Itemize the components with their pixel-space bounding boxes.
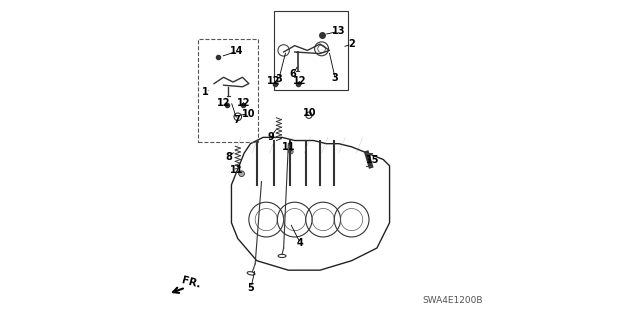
Text: 9: 9 bbox=[268, 132, 275, 142]
Text: 12: 12 bbox=[217, 98, 230, 108]
Text: 2: 2 bbox=[348, 39, 355, 49]
Text: 11: 11 bbox=[282, 143, 296, 152]
Text: 10: 10 bbox=[303, 108, 317, 118]
Text: 3: 3 bbox=[332, 73, 339, 83]
Text: 3: 3 bbox=[275, 74, 282, 84]
Circle shape bbox=[289, 149, 293, 154]
Text: 11: 11 bbox=[230, 165, 243, 174]
Text: 14: 14 bbox=[230, 46, 244, 56]
Bar bbox=[198, 39, 259, 142]
Text: 12: 12 bbox=[292, 76, 306, 86]
Text: 5: 5 bbox=[248, 283, 255, 293]
Text: 10: 10 bbox=[242, 109, 255, 119]
Text: 13: 13 bbox=[332, 26, 345, 36]
Text: SWA4E1200B: SWA4E1200B bbox=[422, 296, 483, 305]
Text: 7: 7 bbox=[234, 115, 241, 125]
Text: 15: 15 bbox=[366, 155, 380, 165]
Text: 4: 4 bbox=[297, 238, 304, 248]
Text: 1: 1 bbox=[202, 86, 209, 97]
Text: 12: 12 bbox=[266, 76, 280, 86]
Bar bbox=[274, 11, 348, 90]
Circle shape bbox=[239, 171, 244, 177]
Text: 12: 12 bbox=[237, 98, 250, 108]
Text: 8: 8 bbox=[226, 152, 233, 162]
Text: FR.: FR. bbox=[180, 275, 202, 290]
Text: 6: 6 bbox=[290, 69, 296, 79]
